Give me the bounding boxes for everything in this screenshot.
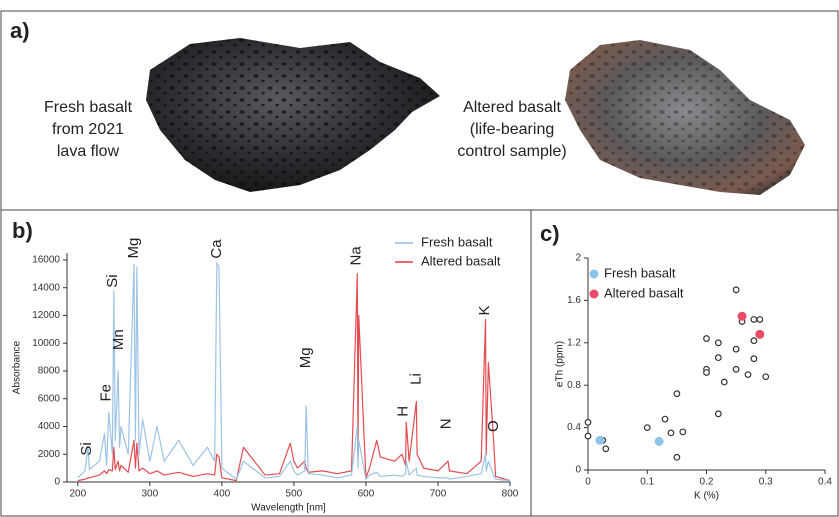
data-point (751, 356, 757, 362)
element-label: Fe (98, 384, 115, 402)
altered-basalt-texture (565, 40, 805, 195)
data-point (721, 379, 727, 385)
x-tick-label: 400 (214, 489, 231, 500)
y-tick-label: 0 (575, 465, 581, 476)
data-point (733, 367, 739, 373)
x-tick-label: 600 (358, 489, 375, 500)
data-point (595, 436, 604, 445)
x-tick-label: 700 (430, 489, 447, 500)
element-label: H (394, 406, 411, 417)
data-point (716, 340, 722, 346)
y-tick-label: 1.2 (567, 337, 581, 348)
data-point (655, 437, 664, 446)
x-axis-title: Wavelength [nm] (251, 503, 326, 514)
x-tick-label: 200 (69, 489, 86, 500)
element-label: Na (348, 246, 365, 266)
y-tick-label: 12000 (32, 310, 60, 321)
data-point (662, 416, 668, 422)
data-point (738, 312, 747, 321)
data-point (733, 346, 739, 352)
fresh-basalt-texture (146, 38, 440, 192)
x-tick-label: 0 (585, 477, 591, 488)
legend-label: Fresh basalt (604, 265, 676, 280)
data-point (751, 338, 757, 344)
legend-swatch (590, 290, 599, 299)
element-label: Si (104, 274, 121, 287)
legend-label: Fresh basalt (421, 234, 493, 249)
caption: from 2021 (52, 121, 124, 138)
y-tick-label: 0.8 (567, 380, 581, 391)
caption: control sample) (457, 143, 566, 160)
element-label: Li (407, 373, 424, 385)
spectrum-line (78, 263, 510, 481)
data-point (644, 425, 650, 431)
caption: (life-bearing (470, 121, 554, 138)
x-tick-label: 500 (286, 489, 303, 500)
data-point (704, 370, 710, 376)
y-tick-label: 0.4 (567, 422, 581, 433)
caption: Altered basalt (463, 99, 561, 116)
data-point (704, 336, 710, 342)
data-point (668, 430, 674, 436)
y-tick-label: 10000 (32, 338, 60, 349)
y-tick-label: 2 (575, 253, 581, 264)
x-tick-label: 0.2 (700, 477, 714, 488)
data-point (716, 411, 722, 417)
y-tick-label: 14000 (32, 282, 60, 293)
y-tick-label: 16000 (32, 255, 60, 266)
element-label: O (485, 420, 502, 432)
x-tick-label: 800 (502, 489, 519, 500)
y-tick-label: 1.6 (567, 295, 581, 306)
data-point (674, 454, 680, 460)
legend-label: Altered basalt (604, 285, 684, 300)
data-point (674, 391, 680, 397)
y-tick-label: 6000 (38, 393, 61, 404)
spectrum-line (78, 274, 510, 481)
element-label: Mn (110, 329, 127, 350)
y-axis-title: eTh (ppm) (555, 341, 566, 387)
panel-label: a) (10, 18, 30, 43)
y-tick-label: 8000 (38, 366, 61, 377)
y-axis-title: Absorbance (12, 340, 23, 394)
panel-label: c) (540, 221, 560, 246)
legend-swatch (590, 270, 599, 279)
caption: Fresh basalt (44, 99, 133, 116)
element-label: Ca (208, 239, 225, 259)
data-point (755, 330, 764, 339)
element-label: Mg (125, 238, 142, 259)
y-tick-label: 4000 (38, 421, 61, 432)
panel-label: b) (12, 218, 33, 243)
data-point (585, 420, 591, 426)
data-point (716, 355, 722, 361)
data-point (745, 372, 751, 378)
x-tick-label: 0.1 (640, 477, 654, 488)
x-tick-label: 0.3 (759, 477, 773, 488)
legend-label: Altered basalt (421, 253, 501, 268)
x-tick-label: 0.4 (818, 477, 832, 488)
element-label: N (438, 418, 455, 429)
data-point (733, 287, 739, 293)
data-point (680, 429, 686, 435)
element-label: Mg (297, 347, 314, 368)
data-point (757, 317, 763, 323)
data-point (603, 446, 609, 452)
y-tick-label: 2000 (38, 449, 61, 460)
caption: lava flow (57, 143, 120, 160)
element-label: K (476, 305, 493, 315)
figure: a) Fresh basalt from 2021 lava flow Alte… (0, 0, 839, 517)
x-tick-label: 300 (141, 489, 158, 500)
data-point (585, 433, 591, 439)
x-axis-title: K (%) (694, 491, 719, 502)
y-tick-label: 0 (54, 477, 60, 488)
element-label: Si (78, 442, 95, 455)
data-point (763, 374, 769, 380)
data-point (751, 317, 757, 323)
